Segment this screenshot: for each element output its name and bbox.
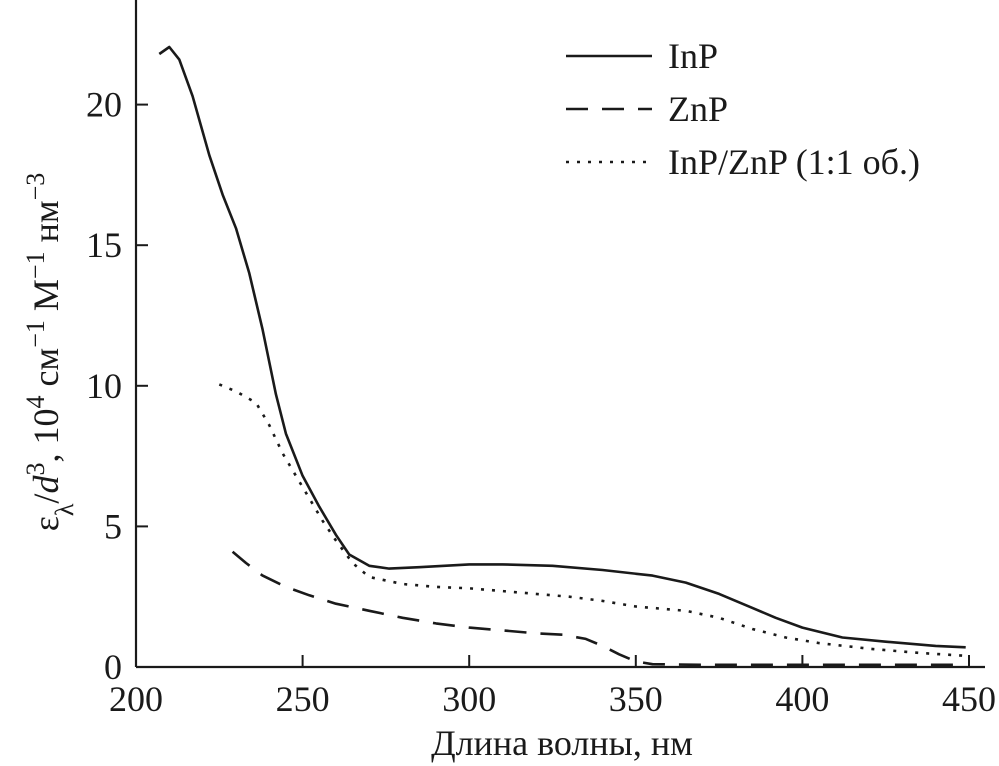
legend-label-2: ZnP xyxy=(668,89,728,129)
y-title-unit-pre: , 10 xyxy=(26,409,66,463)
ticks-layer: 200 250 300 350 400 450 0 5 10 15 20 xyxy=(86,85,996,719)
y-tick-label-0: 0 xyxy=(104,647,122,687)
y-axis-title: ελ/d3, 104 см−1 М−1 нм−3 xyxy=(21,173,79,532)
y-title-epsilon: ε xyxy=(26,516,66,531)
y-title-unit-m: М xyxy=(26,279,66,320)
x-tick-label-400: 400 xyxy=(775,679,829,719)
series-layer xyxy=(158,45,966,667)
y-title-unit-cm-sup: −1 xyxy=(21,320,50,348)
legend-label-3: InP/ZnP (1:1 об.) xyxy=(668,142,920,182)
legend-label-1: InP xyxy=(668,36,718,76)
series-line-2 xyxy=(231,550,966,667)
axes-layer xyxy=(134,0,985,669)
x-tick-label-350: 350 xyxy=(609,679,663,719)
y-tick-label-5: 5 xyxy=(104,506,122,546)
y-tick-label-15: 15 xyxy=(86,225,122,265)
series-line-1 xyxy=(158,45,966,649)
y-title-d-sup: 3 xyxy=(21,463,50,476)
x-tick-label-450: 450 xyxy=(942,679,996,719)
y-title-unit-cm: см xyxy=(26,348,66,396)
y-title-unit-nm: нм xyxy=(26,200,66,251)
series-line-3 xyxy=(218,383,966,658)
y-tick-label-10: 10 xyxy=(86,366,122,406)
x-tick-label-250: 250 xyxy=(276,679,330,719)
y-tick-label-20: 20 xyxy=(86,85,122,125)
x-tick-label-200: 200 xyxy=(109,679,163,719)
y-title-epsilon-sub: λ xyxy=(50,503,79,516)
x-tick-label-300: 300 xyxy=(442,679,496,719)
y-title-d: d xyxy=(26,475,66,494)
y-title-unit-pre-sup: 4 xyxy=(21,396,50,409)
y-title-slash: / xyxy=(26,494,66,504)
y-title-unit-nm-sup: −3 xyxy=(21,173,50,201)
legend: InP ZnP InP/ZnP (1:1 об.) xyxy=(566,36,920,182)
x-axis-title: Длина волны, нм xyxy=(431,723,693,763)
y-title-unit-m-sup: −1 xyxy=(21,251,50,279)
